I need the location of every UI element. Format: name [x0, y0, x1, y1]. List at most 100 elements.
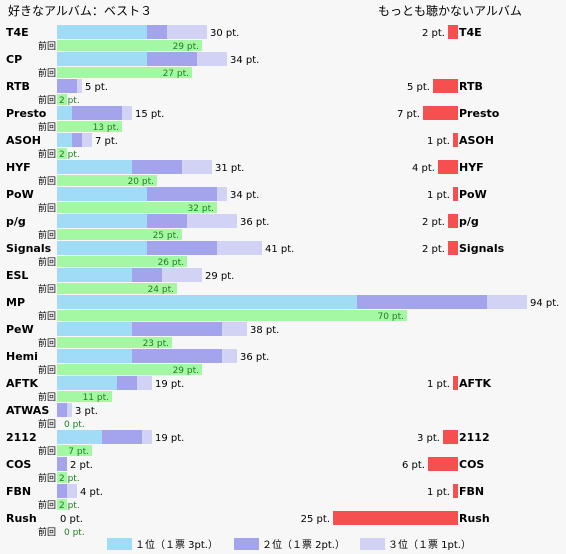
- album-label: T4E: [6, 26, 29, 39]
- previous-bar: [57, 445, 92, 456]
- previous-bar: [57, 337, 172, 348]
- total-label: 31 pt.: [215, 163, 244, 174]
- previous-bar: [57, 229, 182, 240]
- bar-segment-2: [57, 457, 67, 471]
- album-label: PeW: [6, 323, 34, 336]
- least-value: 3 pt.: [417, 433, 440, 444]
- least-bar: [428, 457, 458, 471]
- least-value: 2 pt.: [422, 244, 445, 255]
- previous-label: 前回: [38, 310, 56, 322]
- bar-segment-3: [217, 187, 227, 201]
- bar-segment-1: [57, 295, 357, 309]
- least-bar: [438, 160, 458, 174]
- bar-segment-1: [57, 241, 147, 255]
- bar-segment-2: [117, 376, 137, 390]
- bar-segment-3: [137, 376, 152, 390]
- previous-bar: [57, 40, 202, 51]
- least-bar: [333, 511, 458, 525]
- total-label: 36 pt.: [240, 352, 269, 363]
- least-album-label: p/g: [459, 215, 479, 228]
- legend-swatch: [360, 538, 385, 550]
- total-label: 19 pt.: [155, 433, 184, 444]
- bar-segment-3: [142, 430, 152, 444]
- album-row-aftk: AFTK 19 pt. 前回 11 pt. 1 pt. AFTK: [6, 376, 492, 403]
- previous-value: 2 pt.: [59, 150, 80, 160]
- album-row-esl: ESL 29 pt. 前回 24 pt.: [6, 268, 234, 295]
- album-row-asoh: ASOH 7 pt. 前回 2 pt. 1 pt. ASOH: [6, 133, 494, 160]
- bar-segment-1: [57, 187, 147, 201]
- bar-segment-2: [147, 25, 167, 39]
- legend-item-3: ３位（１票 1pt.）: [360, 538, 471, 551]
- album-label: HYF: [6, 161, 31, 174]
- legend-label: ２位（１票 2pt.）: [262, 538, 345, 551]
- least-bar: [453, 376, 458, 390]
- total-label: 4 pt.: [80, 487, 103, 498]
- previous-bar: [57, 256, 187, 267]
- bar-segment-1: [57, 430, 102, 444]
- bar-segment-1: [57, 349, 132, 363]
- bar-segment-3: [67, 484, 77, 498]
- total-label: 19 pt.: [155, 379, 184, 390]
- total-label: 15 pt.: [135, 109, 164, 120]
- bar-segment-3: [67, 403, 72, 417]
- least-bar: [448, 214, 458, 228]
- bar-segment-2: [102, 430, 142, 444]
- least-album-label: AFTK: [459, 377, 492, 390]
- least-value: 5 pt.: [407, 82, 430, 93]
- least-value: 1 pt.: [427, 136, 450, 147]
- least-value: 6 pt.: [402, 460, 425, 471]
- album-label: PoW: [6, 188, 34, 201]
- album-label: 2112: [6, 431, 37, 444]
- bar-segment-3: [182, 160, 212, 174]
- previous-label: 前回: [38, 283, 56, 295]
- total-label: 2 pt.: [70, 460, 93, 471]
- bar-segment-1: [57, 106, 72, 120]
- previous-bar: [57, 310, 407, 321]
- total-label: 41 pt.: [265, 244, 294, 255]
- album-label: Presto: [6, 107, 47, 120]
- previous-label: 前回: [38, 364, 56, 376]
- previous-value: 29 pt.: [173, 42, 199, 52]
- bar-segment-2: [147, 241, 217, 255]
- previous-label: 前回: [38, 148, 56, 160]
- least-album-label: RTB: [459, 80, 483, 93]
- least-value: 2 pt.: [422, 217, 445, 228]
- bar-segment-1: [57, 268, 132, 282]
- bar-segment-2: [72, 133, 82, 147]
- legend-item-2: ２位（１票 2pt.）: [234, 538, 345, 551]
- previous-bar: [57, 499, 67, 510]
- bar-segment-3: [187, 214, 237, 228]
- legend-item-1: １位（１票 3pt.）: [107, 538, 218, 551]
- album-row-pow: PoW 34 pt. 前回 32 pt. 1 pt. PoW: [6, 187, 487, 214]
- bar-segment-2: [72, 106, 122, 120]
- previous-label: 前回: [38, 94, 56, 106]
- bar-segment-3: [197, 52, 227, 66]
- total-label: 3 pt.: [75, 406, 98, 417]
- legend: １位（１票 3pt.） ２位（１票 2pt.） ３位（１票 1pt.）: [107, 538, 471, 551]
- bar-segment-3: [162, 268, 202, 282]
- album-label: p/g: [6, 215, 26, 228]
- previous-value: 27 pt.: [163, 69, 189, 79]
- previous-label: 前回: [38, 472, 56, 484]
- previous-label: 前回: [38, 40, 56, 52]
- album-label: ATWAS: [6, 404, 49, 417]
- bar-segment-2: [132, 349, 222, 363]
- least-album-label: Signals: [459, 242, 505, 255]
- previous-bar: [57, 175, 157, 186]
- previous-bar: [57, 94, 67, 105]
- previous-value: 23 pt.: [143, 339, 169, 349]
- least-bar: [453, 133, 458, 147]
- album-row-mp: MP 94 pt. 前回 70 pt.: [6, 295, 559, 322]
- least-album-label: FBN: [459, 485, 484, 498]
- least-album-label: 2112: [459, 431, 490, 444]
- least-album-label: ASOH: [459, 134, 494, 147]
- previous-value: 0 pt.: [64, 420, 85, 430]
- least-album-label: Rush: [459, 512, 490, 525]
- least-album-label: COS: [459, 458, 484, 471]
- least-bar: [448, 241, 458, 255]
- least-bar: [448, 25, 458, 39]
- total-label: 94 pt.: [530, 298, 559, 309]
- previous-label: 前回: [38, 391, 56, 403]
- bar-segment-3: [487, 295, 527, 309]
